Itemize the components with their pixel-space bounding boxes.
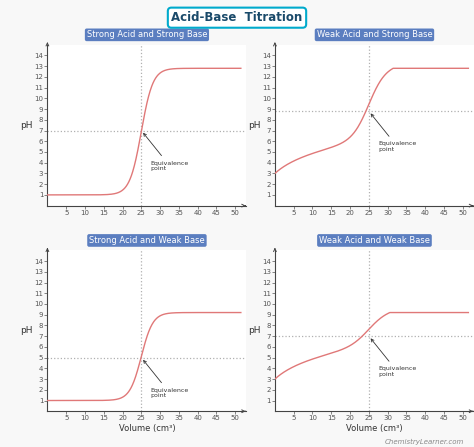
X-axis label: Volume (cm³): Volume (cm³)	[346, 424, 403, 433]
Y-axis label: pH: pH	[20, 121, 33, 130]
Text: Strong Acid and Weak Base: Strong Acid and Weak Base	[89, 236, 205, 245]
Text: Equivalence
point: Equivalence point	[371, 114, 417, 152]
Text: Equivalence
point: Equivalence point	[144, 360, 189, 398]
Text: Equivalence
point: Equivalence point	[371, 339, 417, 377]
Text: Weak Acid and Strong Base: Weak Acid and Strong Base	[317, 30, 432, 39]
Y-axis label: pH: pH	[248, 326, 260, 335]
Text: Equivalence
point: Equivalence point	[144, 133, 189, 171]
Text: ChemistryLearner.com: ChemistryLearner.com	[385, 439, 465, 445]
X-axis label: Volume (cm³): Volume (cm³)	[118, 424, 175, 433]
Y-axis label: pH: pH	[248, 121, 260, 130]
Y-axis label: pH: pH	[20, 326, 33, 335]
Text: Weak Acid and Weak Base: Weak Acid and Weak Base	[319, 236, 430, 245]
Text: Acid-Base  Titration: Acid-Base Titration	[172, 11, 302, 24]
Text: Strong Acid and Strong Base: Strong Acid and Strong Base	[87, 30, 207, 39]
